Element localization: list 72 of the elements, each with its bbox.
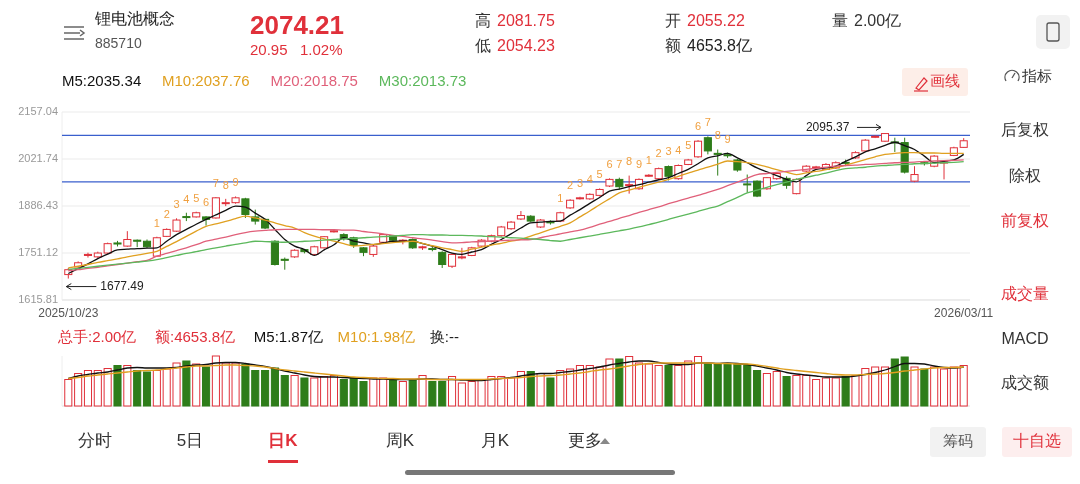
text: 1.02% <box>300 40 343 58</box>
text: 后复权 <box>1001 121 1049 139</box>
text: 量 <box>832 12 848 30</box>
text: 周K <box>385 431 415 451</box>
text: 4 <box>675 144 682 157</box>
x-tick-label: 2025/10/23 <box>38 306 99 321</box>
text: 1 <box>557 191 564 204</box>
text: 低 <box>475 37 491 55</box>
text: 8 <box>222 178 229 191</box>
annotation: 1677.49 <box>100 278 144 293</box>
text: MACD <box>1001 330 1049 348</box>
text: 月K <box>480 431 510 451</box>
text: 高 <box>475 12 491 30</box>
text: 十自选 <box>1013 432 1061 450</box>
text: 画线 <box>930 71 960 89</box>
text: 6 <box>202 196 210 209</box>
text: 换:-- <box>429 327 459 345</box>
text: 3 <box>173 198 180 211</box>
text: 筹码 <box>943 431 973 449</box>
text: 除权 <box>1009 167 1041 185</box>
y-tick-label: 2157.04 <box>18 104 58 117</box>
text: 2.00亿 <box>854 12 902 30</box>
text: 2 <box>567 179 574 192</box>
text: 4 <box>183 192 190 205</box>
text: M5:2035.34 <box>62 71 142 89</box>
text: 9 <box>635 158 643 171</box>
text: 2 <box>163 208 170 221</box>
text: 指标 <box>1021 66 1052 84</box>
text: 额 <box>665 37 681 55</box>
text: 更多 <box>568 431 602 451</box>
chart-subtitle: 885710 <box>95 34 142 51</box>
text: 2081.75 <box>497 12 555 30</box>
series-label: M5:1.87亿 <box>253 327 323 345</box>
text: M10:2037.76 <box>162 71 250 89</box>
y-tick-label: 1615.81 <box>18 292 58 305</box>
text: 5 <box>193 191 200 204</box>
text: 20.95 <box>250 40 288 58</box>
text: 3 <box>665 145 672 158</box>
text: M30:2013.73 <box>378 71 467 89</box>
text: 2054.23 <box>497 37 555 55</box>
text: 6 <box>694 120 702 133</box>
text: 9 <box>724 132 731 145</box>
text: 开 <box>665 12 681 30</box>
chart-title: 锂电池概念 <box>94 10 175 28</box>
text: 2055.22 <box>687 12 745 30</box>
x-tick-label: 2026/03/11 <box>934 306 994 321</box>
text: 4653.8亿 <box>687 37 752 55</box>
text: 前复权 <box>1001 212 1049 230</box>
text: 5 <box>596 168 603 181</box>
text: 8 <box>626 155 633 168</box>
text: 分时 <box>78 431 112 451</box>
text: 总手:2.00亿 <box>57 327 137 345</box>
y-tick-label: 2021.74 <box>18 151 58 164</box>
text: 5 <box>685 138 692 151</box>
text: 2074.21 <box>250 9 344 40</box>
text: 成交额 <box>1001 374 1049 392</box>
text: 7 <box>704 116 711 129</box>
y-tick-label: 1751.12 <box>18 245 58 258</box>
text: M20:2018.75 <box>270 71 358 89</box>
text: 7 <box>616 157 623 170</box>
text: 5日 <box>176 431 204 451</box>
text: M10:1.98亿 <box>337 327 416 345</box>
text: 额:4653.8亿 <box>155 327 236 345</box>
text: 日K <box>268 431 299 451</box>
text: 2 <box>655 147 662 160</box>
text: 6 <box>606 158 613 171</box>
text: 成交量 <box>1001 285 1049 303</box>
text: 1 <box>645 154 652 167</box>
y-tick-label: 1886.43 <box>18 198 58 211</box>
annotation: 2095.37 <box>805 119 850 134</box>
text: 9 <box>232 176 239 189</box>
text: 1 <box>153 216 160 229</box>
